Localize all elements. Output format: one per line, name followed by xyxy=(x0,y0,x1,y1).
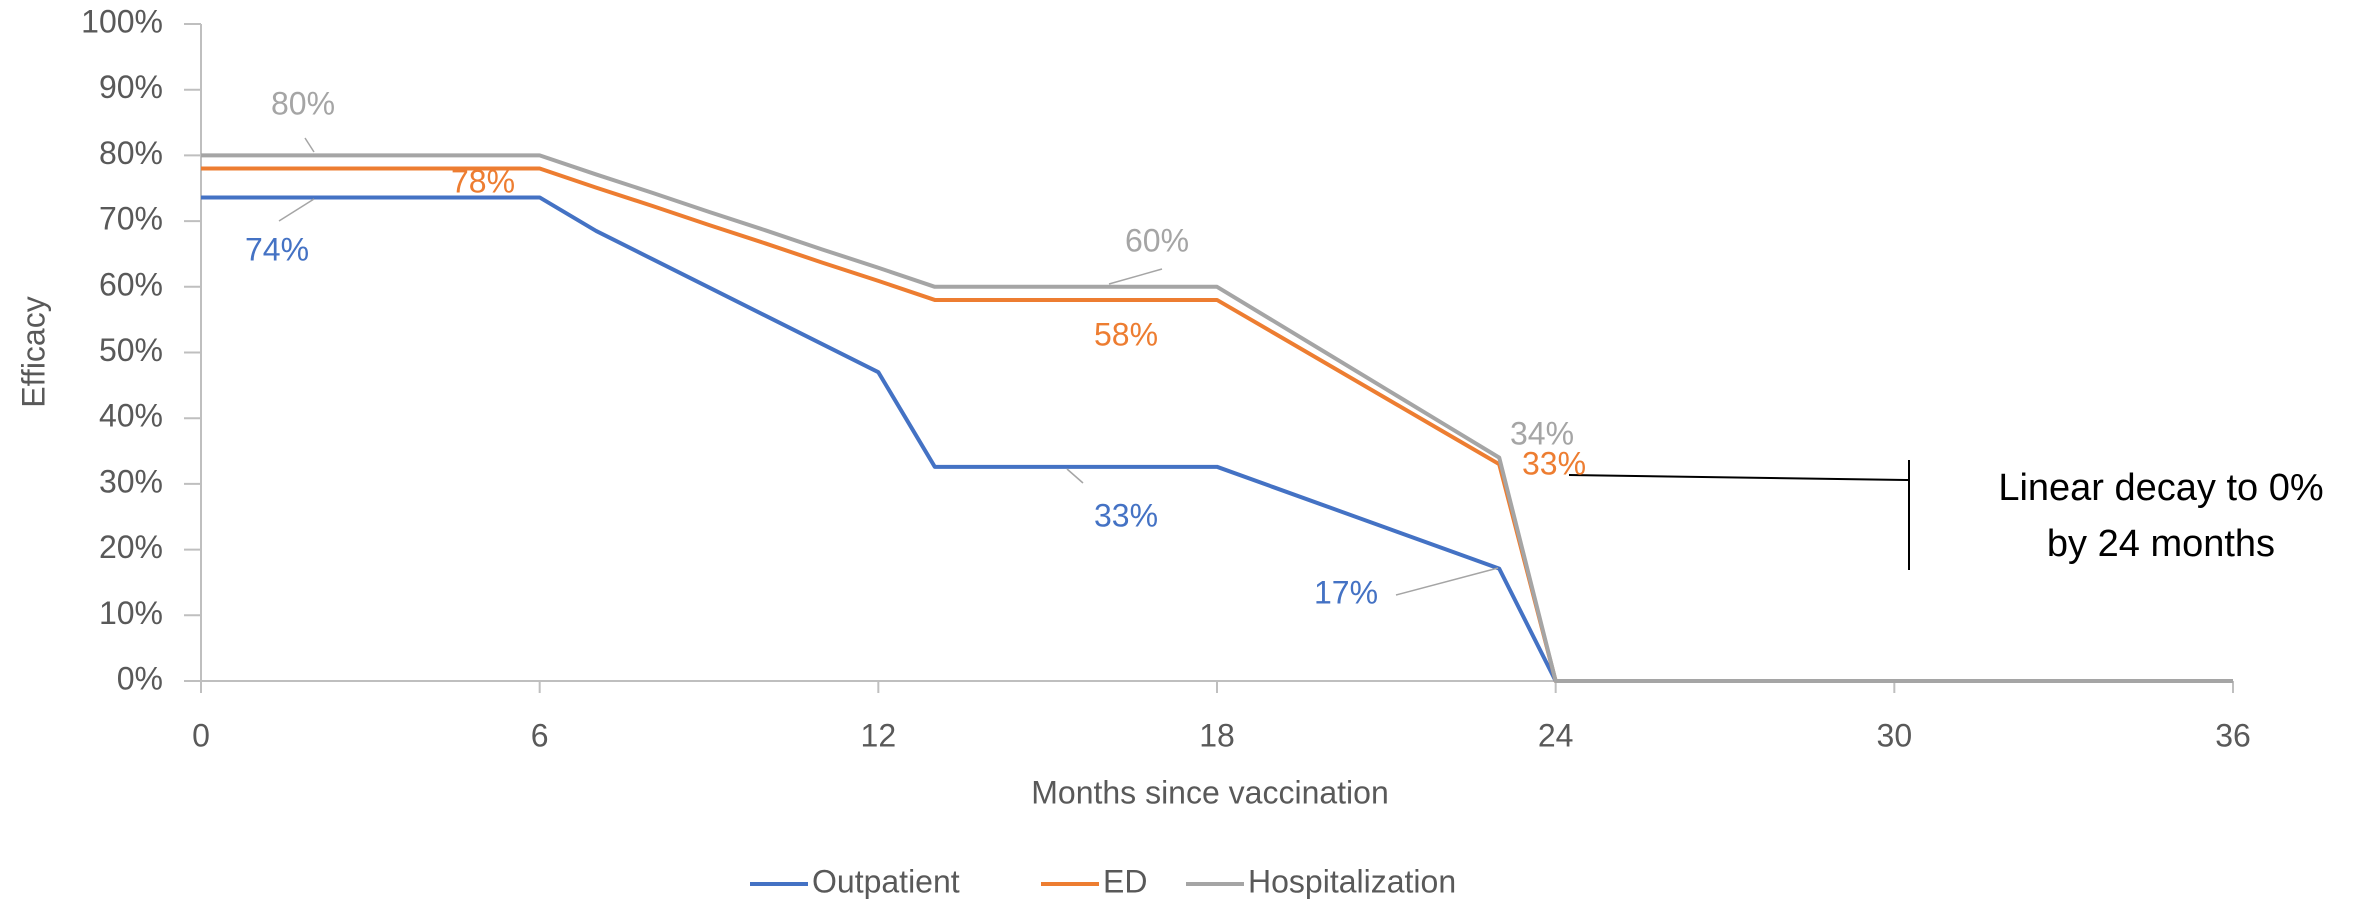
y-tick-label: 80% xyxy=(99,135,163,171)
x-tick-label: 6 xyxy=(531,717,549,753)
x-tick-label: 30 xyxy=(1877,717,1913,753)
data-label: 74% xyxy=(245,231,309,267)
y-tick-label: 0% xyxy=(117,660,163,696)
legend-label: ED xyxy=(1103,863,1147,899)
y-tick-label: 50% xyxy=(99,332,163,368)
label-leader xyxy=(1395,567,1499,596)
x-tick-label: 0 xyxy=(192,717,210,753)
x-tick-label: 24 xyxy=(1538,717,1574,753)
y-tick-label: 10% xyxy=(99,595,163,631)
data-label: 17% xyxy=(1314,574,1378,610)
annotation: Linear decay to 0% xyxy=(1998,467,2323,509)
legend-label: Hospitalization xyxy=(1248,863,1456,899)
label-leader xyxy=(1066,468,1084,484)
y-tick-label: 60% xyxy=(99,266,163,302)
y-tick-label: 100% xyxy=(81,3,163,39)
data-label: 33% xyxy=(1522,445,1586,481)
legend-label: Outpatient xyxy=(812,863,960,899)
y-tick-label: 40% xyxy=(99,398,163,434)
label-leader xyxy=(304,137,315,153)
annotation-leader xyxy=(1568,474,1910,481)
y-tick-label: 30% xyxy=(99,463,163,499)
x-tick-label: 18 xyxy=(1199,717,1235,753)
label-leader xyxy=(278,198,315,222)
y-axis-title: Efficacy xyxy=(15,296,51,407)
x-tick-label: 36 xyxy=(2215,717,2251,753)
series-line xyxy=(201,166,2233,683)
series-line xyxy=(201,195,2233,683)
data-label: 78% xyxy=(451,163,515,199)
data-label: 34% xyxy=(1510,415,1574,451)
y-tick-label: 70% xyxy=(99,201,163,237)
data-label: 58% xyxy=(1094,316,1158,352)
data-label: 60% xyxy=(1125,222,1189,258)
data-label: 80% xyxy=(271,85,335,121)
series-line xyxy=(201,153,2233,683)
label-leader xyxy=(1108,268,1163,285)
x-tick-label: 12 xyxy=(861,717,897,753)
annotation: by 24 months xyxy=(2047,523,2275,565)
x-axis-title: Months since vaccination xyxy=(1031,774,1389,810)
y-tick-label: 90% xyxy=(99,69,163,105)
y-tick-label: 20% xyxy=(99,529,163,565)
data-label: 33% xyxy=(1094,497,1158,533)
